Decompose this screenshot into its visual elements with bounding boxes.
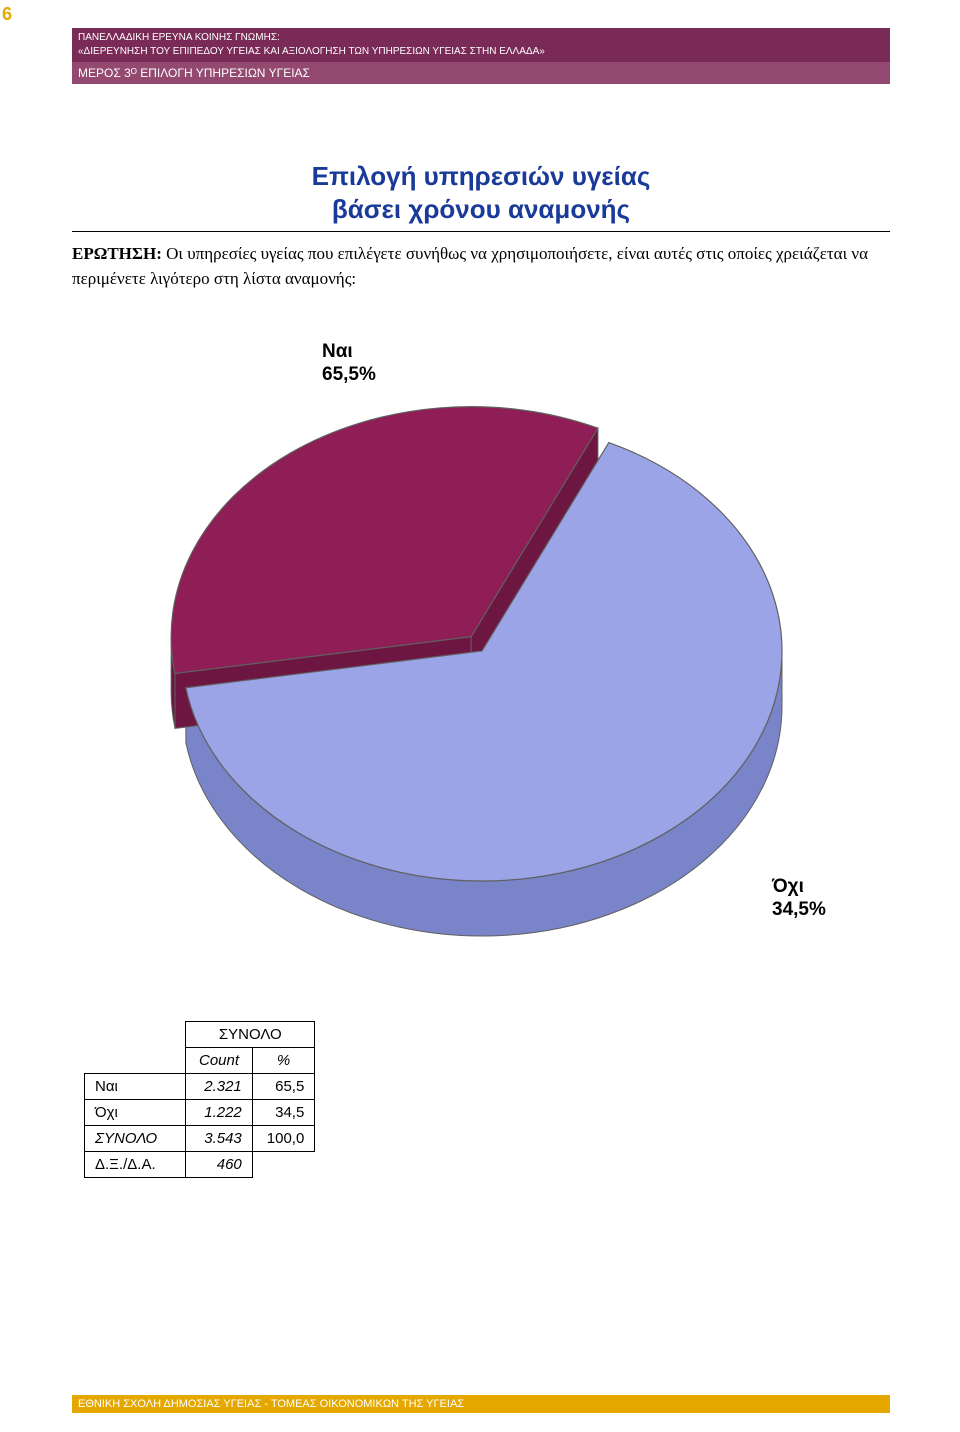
row-pct: 65,5: [252, 1074, 315, 1100]
row-pct-empty: [252, 1152, 315, 1178]
header-block: ΠΑΝΕΛΛΑΔΙΚΗ ΕΡΕΥΝΑ ΚΟΙΝΗΣ ΓΝΩΜΗΣ: «ΔΙΕΡΕ…: [72, 28, 890, 84]
table-row: Δ.Ξ./Δ.Α. 460: [85, 1152, 315, 1178]
table-blank: [85, 1022, 186, 1048]
question-text: ΕΡΩΤΗΣΗ: Οι υπηρεσίες υγείας που επιλέγε…: [72, 242, 890, 291]
summary-table: ΣΥΝΟΛΟ Count % Ναι 2.321 65,5 Όχι 1.222 …: [84, 1021, 315, 1178]
table-col-count: Count: [186, 1048, 253, 1074]
row-label: Όχι: [85, 1100, 186, 1126]
row-count: 2.321: [186, 1074, 253, 1100]
header-survey: ΠΑΝΕΛΛΑΔΙΚΗ ΕΡΕΥΝΑ ΚΟΙΝΗΣ ΓΝΩΜΗΣ: «ΔΙΕΡΕ…: [72, 28, 890, 62]
row-label: Ναι: [85, 1074, 186, 1100]
content-area: Επιλογή υπηρεσιών υγείας βάσει χρόνου αν…: [72, 120, 890, 1178]
title-line1: Επιλογή υπηρεσιών υγείας: [72, 160, 890, 193]
title-area: Επιλογή υπηρεσιών υγείας βάσει χρόνου αν…: [72, 160, 890, 225]
pie-label-nai-text: Ναι: [322, 341, 376, 364]
question-body: Οι υπηρεσίες υγείας που επιλέγετε συνήθω…: [72, 244, 868, 288]
pie-label-oxi-pct: 34,5%: [772, 899, 826, 922]
pie-label-nai: Ναι 65,5%: [322, 341, 376, 387]
row-label: Δ.Ξ./Δ.Α.: [85, 1152, 186, 1178]
pie-chart-svg: [72, 321, 890, 1001]
question-label: ΕΡΩΤΗΣΗ:: [72, 244, 162, 263]
table-col-pct: %: [252, 1048, 315, 1074]
title-rule: [72, 231, 890, 232]
page-number: 6: [2, 4, 12, 25]
table-blank2: [85, 1048, 186, 1074]
pie-label-nai-pct: 65,5%: [322, 364, 376, 387]
row-count: 1.222: [186, 1100, 253, 1126]
header-survey-line1: ΠΑΝΕΛΛΑΔΙΚΗ ΕΡΕΥΝΑ ΚΟΙΝΗΣ ΓΝΩΜΗΣ:: [78, 31, 884, 45]
footer-bar: ΕΘΝΙΚΗ ΣΧΟΛΗ ΔΗΜΟΣΙΑΣ ΥΓΕΙΑΣ - ΤΟΜΕΑΣ ΟΙ…: [72, 1395, 890, 1413]
pie-label-oxi: Όχι 34,5%: [772, 876, 826, 922]
row-label: ΣΥΝΟΛΟ: [85, 1126, 186, 1152]
pie-label-oxi-text: Όχι: [772, 876, 826, 899]
table-header-group: ΣΥΝΟΛΟ: [186, 1022, 315, 1048]
table-row: ΣΥΝΟΛΟ 3.543 100,0: [85, 1126, 315, 1152]
title-line2: βάσει χρόνου αναμονής: [72, 193, 890, 226]
table-header-row1: ΣΥΝΟΛΟ: [85, 1022, 315, 1048]
row-pct: 100,0: [252, 1126, 315, 1152]
row-count: 3.543: [186, 1126, 253, 1152]
header-section: ΜΕΡΟΣ 3ᴼ ΕΠΙΛΟΓΗ ΥΠΗΡΕΣΙΩΝ ΥΓΕΙΑΣ: [72, 62, 890, 84]
pie-chart: Ναι 65,5% Όχι 34,5%: [72, 321, 890, 1001]
summary-table-wrap: ΣΥΝΟΛΟ Count % Ναι 2.321 65,5 Όχι 1.222 …: [84, 1021, 890, 1178]
row-pct: 34,5: [252, 1100, 315, 1126]
header-survey-line2: «ΔΙΕΡΕΥΝΗΣΗ ΤΟΥ ΕΠΙΠΕΔΟΥ ΥΓΕΙΑΣ ΚΑΙ ΑΞΙΟ…: [78, 45, 884, 59]
row-count: 460: [186, 1152, 253, 1178]
table-header-row2: Count %: [85, 1048, 315, 1074]
table-row: Όχι 1.222 34,5: [85, 1100, 315, 1126]
table-row: Ναι 2.321 65,5: [85, 1074, 315, 1100]
